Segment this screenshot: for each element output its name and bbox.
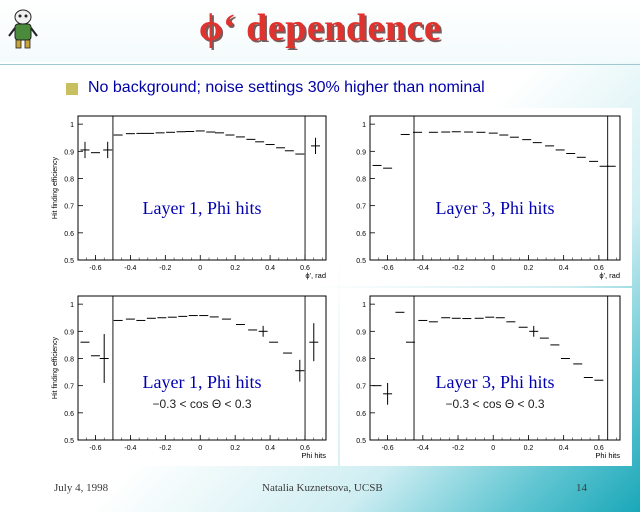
slide-title: ϕ‘ dependence (198, 7, 442, 49)
x-tick-label: 0.2 (230, 445, 240, 452)
y-tick-label: 1 (362, 122, 366, 129)
title-bar (0, 0, 640, 62)
x-tick-label: -0.4 (124, 265, 136, 272)
y-tick-label: 1 (362, 302, 366, 309)
y-tick-label: 0.6 (64, 411, 74, 418)
y-tick-label: 0.6 (356, 411, 366, 418)
x-axis-label: ϕ', rad (599, 271, 620, 280)
x-tick-label: -0.4 (417, 265, 429, 272)
x-tick-label: 0.4 (559, 265, 569, 272)
y-tick-label: 1 (70, 122, 74, 129)
x-tick-label: -0.2 (452, 265, 464, 272)
y-tick-label: 0.9 (64, 329, 74, 336)
x-tick-label: -0.2 (452, 445, 464, 452)
footer-author: Natalia Kuznetsova, UCSB (262, 482, 383, 494)
y-tick-label: 0.8 (64, 356, 74, 363)
x-tick-label: 0.6 (300, 265, 310, 272)
y-tick-label: 0.7 (64, 384, 74, 391)
y-tick-label: 0.9 (64, 149, 74, 156)
x-tick-label: 0.2 (524, 445, 534, 452)
chart-panel-bottom-right: 0.5 0.6 0.7 0.8 0.9 1 -0.6 -0.4 -0.2 0 0.2 0.4 0.6 Ph… (340, 288, 632, 466)
panel-label: Layer 3, Phi hits (436, 372, 555, 392)
y-tick-label: 0.5 (356, 438, 366, 445)
chart-svg-bottom-left: 0.5 0.6 0.7 0.8 0.9 1 -0.6 -0.4 -0.2 0 0.2 0.4 0.6 Hi… (52, 295, 327, 460)
slide-subtitle: No background; noise settings 30% higher… (88, 79, 485, 96)
x-tick-label: 0.2 (230, 265, 240, 272)
x-tick-label: 0.4 (265, 445, 275, 452)
x-tick-label: -0.6 (89, 265, 101, 272)
x-tick-label: -0.4 (124, 445, 136, 452)
chart-svg-top-right: 0.50.60.70.80.91-0.6 -0.4 -0.2 0 0.2 0.4 0.6ϕ'… (356, 115, 621, 280)
panel-label: Layer 3, Phi hits (436, 198, 555, 218)
x-tick-label: 0.6 (300, 445, 310, 452)
mascot-logo-icon (8, 9, 38, 49)
x-tick-label: 0.6 (594, 445, 604, 452)
y-tick-label: 0.8 (356, 176, 366, 183)
x-tick-label: 0.6 (594, 265, 604, 272)
y-tick-label: 1 (70, 302, 74, 309)
y-tick-label: 0.7 (356, 384, 366, 391)
x-tick-label: 0.4 (265, 265, 275, 272)
y-tick-label: 0.9 (356, 149, 366, 156)
y-tick-label: 0.5 (64, 438, 74, 445)
panel-cut-label: −0.3 < cos Θ < 0.3 (152, 397, 251, 411)
x-axis-label: Phi hits (301, 451, 326, 460)
x-tick-label: 0 (491, 445, 495, 452)
y-tick-label: 0.9 (356, 329, 366, 336)
x-axis-label: Phi hits (595, 451, 620, 460)
x-tick-label: -0.2 (159, 445, 171, 452)
x-tick-label: -0.4 (417, 445, 429, 452)
footer-page-number: 14 (576, 482, 587, 494)
x-tick-label: 0 (198, 445, 202, 452)
y-tick-label: 0.5 (356, 258, 366, 265)
x-tick-label: -0.6 (382, 445, 394, 452)
x-tick-label: 0.2 (524, 265, 534, 272)
chart-panel-bottom-left: 0.5 0.6 0.7 0.8 0.9 1 -0.6 -0.4 -0.2 0 0.2 0.4 0.6 Hi… (48, 288, 338, 466)
plot-frame (77, 115, 327, 261)
plot-frame (369, 295, 621, 441)
y-tick-label: 0.5 (64, 258, 74, 265)
x-tick-label: -0.2 (159, 265, 171, 272)
chart-panel-top-right: 0.5 0.6 0.7 0.8 0.9 1 -0.6 -0.4 -0.2 0 0.2 0.4 0.6 ϕ'… (340, 108, 632, 286)
chart-panel-top-left: 0.5 0.6 0.7 0.8 0.9 1 -0.6 -0.4 -0.2 0 0.2 0.4 0.6 Hi… (48, 108, 338, 286)
y-tick-label: 0.7 (356, 204, 366, 211)
y-tick-label: 0.7 (64, 204, 74, 211)
x-tick-label: 0.4 (559, 445, 569, 452)
y-axis-label: Hit finding efficiency (52, 336, 59, 399)
y-tick-label: 0.8 (64, 176, 74, 183)
y-tick-label: 0.6 (356, 231, 366, 238)
x-tick-label: 0 (198, 265, 202, 272)
panel-label: Layer 1, Phi hits (143, 198, 262, 218)
x-tick-label: -0.6 (89, 445, 101, 452)
panel-cut-label: −0.3 < cos Θ < 0.3 (445, 397, 544, 411)
y-tick-label: 0.8 (356, 356, 366, 363)
y-axis-label: Hit finding efficiency (52, 156, 59, 219)
x-tick-label: -0.6 (382, 265, 394, 272)
title-divider (0, 64, 640, 65)
plot-frame (369, 115, 621, 261)
footer-date: July 4, 1998 (54, 482, 109, 494)
x-tick-label: 0 (491, 265, 495, 272)
panel-label: Layer 1, Phi hits (143, 372, 262, 392)
chart-svg-bottom-right: 0.50.60.70.80.91-0.6 -0.4 -0.2 0 0.2 0.4 0.6Ph… (356, 295, 621, 460)
plot-frame (77, 295, 327, 441)
x-axis-label: ϕ', rad (305, 271, 326, 280)
bullet-square-icon (66, 83, 78, 95)
y-tick-label: 0.6 (64, 231, 74, 238)
chart-svg-top-left: 0.5 0.6 0.7 0.8 0.9 1 -0.6 -0.4 -0.2 0 0.2 0.4 0.6 Hi… (52, 115, 327, 280)
